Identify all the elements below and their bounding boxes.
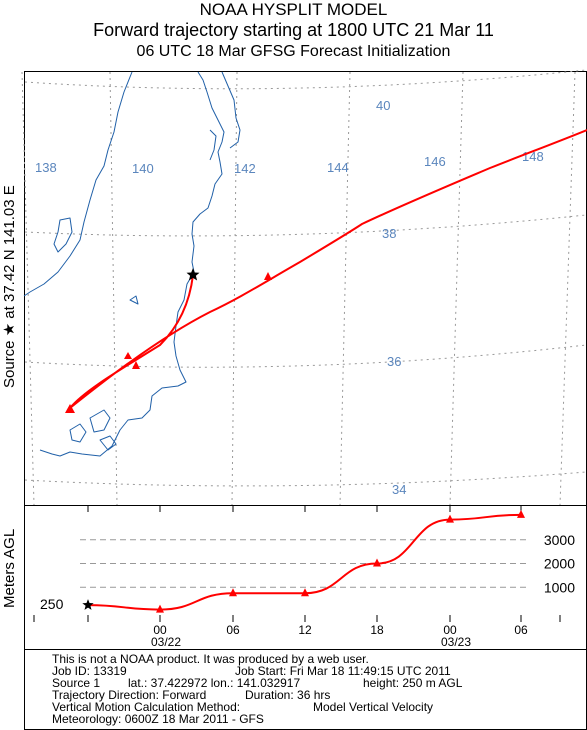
time-tick-label: 06 [514, 623, 528, 637]
lon-label-146: 146 [424, 154, 446, 169]
map-frame [24, 71, 587, 506]
job-start: Job Start: Fri Mar 18 11:49:15 UTC 2011 [235, 664, 451, 678]
trajectory-line [69, 129, 587, 409]
trajectory-duration: Duration: 36 hrs [245, 688, 331, 702]
trajectory-marker [124, 352, 132, 359]
time-tick-label: 06 [226, 623, 240, 637]
lon-label-138: 138 [35, 160, 57, 175]
vertical-motion-method: Model Vertical Velocity [313, 700, 434, 714]
height-marker [446, 514, 454, 523]
height-source-star-icon [82, 599, 94, 610]
height-marker [156, 604, 164, 613]
height-marker [373, 558, 381, 567]
source-coordinates: lat.: 37.422972 lon.: 141.032917 [128, 676, 301, 690]
lat-label-36: 36 [387, 354, 401, 369]
coastline [23, 71, 241, 457]
lon-label-140: 140 [132, 161, 154, 176]
initialization-subtitle: 06 UTC 18 Mar GFSG Forecast Initializati… [136, 43, 451, 60]
time-tick-label: 00 [443, 623, 457, 637]
height-axis-label: Meters AGL [1, 529, 18, 608]
height-plot: 1000 2000 3000 00 06 12 18 00 06 03/22 03/23 250 [33, 505, 575, 649]
trajectory-title: Forward trajectory starting at 1800 UTC … [93, 20, 494, 40]
height-tick-label: 2000 [544, 556, 575, 572]
lat-label-38: 38 [382, 226, 396, 241]
disclaimer-text: This is not a NOAA product. It was produ… [52, 652, 369, 666]
height-marker [517, 509, 525, 518]
time-tick-label: 12 [298, 623, 312, 637]
source-height: height: 250 m AGL [363, 676, 463, 690]
date-label: 03/23 [441, 635, 471, 649]
time-tick-label: 18 [370, 623, 384, 637]
trajectory-marker [65, 404, 75, 413]
map-graticule [21, 69, 587, 506]
trajectory-marker [264, 272, 272, 280]
lat-label-40: 40 [376, 98, 390, 113]
height-tick-label: 3000 [544, 532, 575, 548]
lon-label-144: 144 [327, 160, 349, 175]
job-id: Job ID: 13319 [52, 664, 127, 678]
time-tick-label: 00 [153, 623, 167, 637]
height-marker [301, 588, 309, 597]
height-marker [229, 588, 237, 597]
trajectory-marker [132, 361, 140, 369]
source-number: Source 1 [52, 676, 101, 690]
trajectory-direction: Trajectory Direction: Forward [52, 688, 207, 702]
model-title: NOAA HYSPLIT MODEL [199, 0, 388, 19]
source-star-icon [186, 268, 200, 281]
trajectory [65, 129, 587, 413]
source-height-label: 250 [40, 596, 64, 612]
height-tick-label: 1000 [544, 579, 575, 595]
source-label: Source ★ at 37.42 N 141.03 E [1, 185, 18, 388]
date-label: 03/22 [151, 635, 181, 649]
meteorology-info: Meteorology: 0600Z 18 Mar 2011 - GFS [52, 712, 264, 726]
lat-label-34: 34 [392, 482, 406, 497]
vertical-motion-label: Vertical Motion Calculation Method: [52, 700, 241, 714]
lon-label-142: 142 [234, 161, 256, 176]
